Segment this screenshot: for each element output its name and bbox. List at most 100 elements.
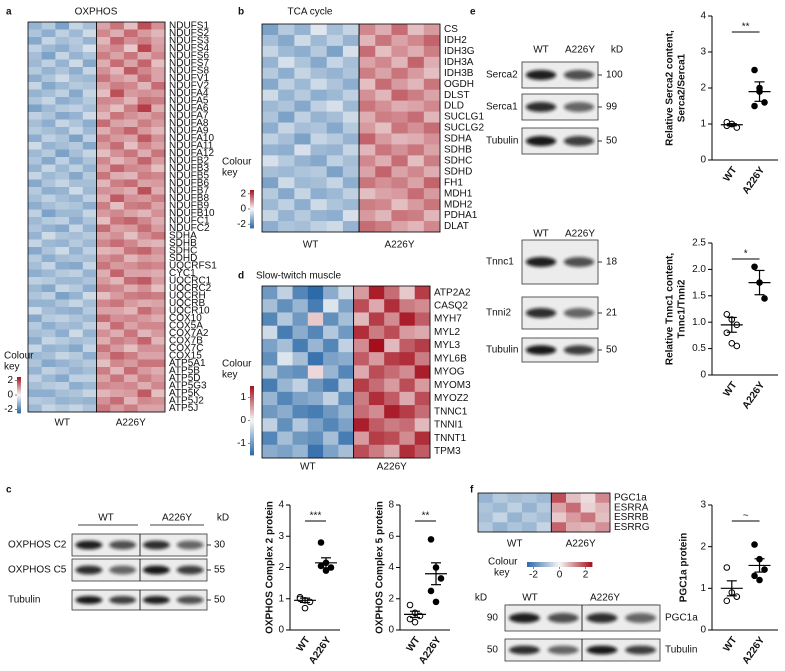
- heatmap-cell: [96, 299, 111, 308]
- heatmap-cell: [292, 444, 309, 459]
- heatmap-cell: [28, 314, 43, 323]
- heatmap-cell: [96, 89, 111, 98]
- heatmap-cell: [110, 247, 125, 255]
- heatmap-cell: [551, 512, 567, 523]
- data-point: [301, 604, 309, 612]
- blot-strip: [504, 638, 661, 662]
- blot-band: [109, 596, 137, 604]
- data-point: [411, 618, 419, 626]
- heatmap-cell: [69, 269, 84, 278]
- gene-label: COX5A: [169, 320, 203, 331]
- heatmap-cell: [41, 352, 56, 360]
- heatmap-cell: [28, 127, 43, 135]
- heatmap-cell: [375, 166, 392, 178]
- heatmap-cell: [55, 352, 70, 360]
- heatmap-cell: [82, 179, 97, 188]
- colour-key-swatch: [250, 436, 254, 440]
- heatmap-cell: [137, 127, 152, 135]
- heatmap-cell: [310, 45, 328, 58]
- heatmap-cell: [96, 112, 111, 120]
- heatmap-cell: [294, 210, 311, 222]
- heatmap-cell: [277, 299, 293, 313]
- heatmap-cell: [82, 247, 97, 255]
- colour-key-swatch: [250, 206, 254, 209]
- heatmap-cell: [353, 405, 370, 419]
- heatmap-cell: [96, 149, 111, 158]
- heatmap-cell: [137, 344, 152, 353]
- colour-key-swatch: [17, 390, 21, 392]
- colour-key-swatch: [17, 399, 21, 402]
- heatmap-cell: [137, 359, 152, 368]
- heatmap-cell: [55, 329, 70, 338]
- heatmap-cell: [414, 418, 431, 432]
- heatmap-cell: [110, 224, 125, 233]
- heatmap-cell: [55, 59, 70, 68]
- blot-row-label: Tnni2: [486, 308, 511, 319]
- heatmap-cell: [110, 209, 125, 218]
- colour-key-swatch: [17, 385, 21, 387]
- data-point: [723, 597, 731, 605]
- heatmap-cell: [69, 359, 84, 368]
- heatmap-cell: [151, 382, 166, 390]
- colour-key-swatch: [250, 452, 254, 456]
- heatmap-cell: [69, 389, 84, 398]
- heatmap-cell: [82, 367, 97, 375]
- heatmap-cell: [28, 29, 43, 38]
- heatmap-cell: [384, 286, 400, 300]
- gene-label: ATP5B: [169, 365, 200, 376]
- heatmap-cell: [110, 142, 125, 150]
- heatmap-cell: [110, 277, 125, 285]
- heatmap-cell: [55, 254, 70, 263]
- heatmap-cell: [399, 338, 416, 353]
- heatmap-cell: [82, 397, 97, 405]
- data-point: [427, 587, 435, 595]
- heatmap-cell: [55, 277, 70, 285]
- colour-key-swatch: [250, 441, 254, 444]
- group-label: A226Y: [566, 539, 596, 550]
- heatmap-cell: [407, 166, 425, 178]
- heatmap-cell: [326, 67, 344, 80]
- heatmap-cell: [137, 307, 152, 315]
- heatmap-cell: [82, 337, 97, 345]
- heatmap-cell: [55, 389, 70, 398]
- blot-column-label: WT: [533, 45, 549, 56]
- heatmap-cell: [391, 34, 409, 47]
- heatmap-cell: [368, 444, 385, 459]
- heatmap-cell: [137, 262, 152, 270]
- heatmap-cell: [277, 378, 293, 393]
- heatmap-cell: [41, 292, 56, 300]
- gene-label: UQCRB: [169, 298, 205, 309]
- heatmap-cell: [307, 444, 324, 459]
- heatmap-cell: [123, 367, 138, 375]
- heatmap-cell: [41, 97, 56, 105]
- heatmap-cell: [391, 100, 409, 112]
- heatmap-cell: [423, 78, 441, 91]
- heatmap-cell: [368, 378, 385, 393]
- heatmap-cell: [110, 397, 125, 405]
- heatmap-cell: [28, 134, 43, 143]
- heatmap-cell: [151, 217, 166, 225]
- colour-key-swatch: [17, 392, 21, 395]
- y-axis-label: Relative Tnnc1 content,: [665, 253, 676, 365]
- heatmap-cell: [55, 172, 70, 180]
- blot-column-label: A226Y: [590, 593, 620, 604]
- heatmap-cell: [41, 374, 56, 383]
- heatmap-cell: [326, 89, 344, 102]
- data-point: [437, 575, 445, 582]
- heatmap-cell: [278, 166, 295, 178]
- colour-key-swatch: [535, 562, 539, 567]
- colour-key-swatch: [540, 562, 543, 567]
- heatmap-cell: [137, 254, 152, 263]
- colour-key-swatch: [17, 383, 21, 385]
- heatmap-cell: [151, 299, 166, 308]
- heatmap-cell: [151, 389, 166, 398]
- y-tick-label: 0: [700, 370, 706, 381]
- heatmap-cell: [28, 344, 43, 353]
- heatmap-cell: [96, 164, 111, 173]
- blot-band: [563, 257, 595, 267]
- heatmap-cell: [96, 359, 111, 368]
- heatmap-cell: [69, 194, 84, 203]
- data-point: [317, 539, 325, 546]
- heatmap-cell: [262, 89, 279, 102]
- heatmap-cell: [384, 312, 400, 327]
